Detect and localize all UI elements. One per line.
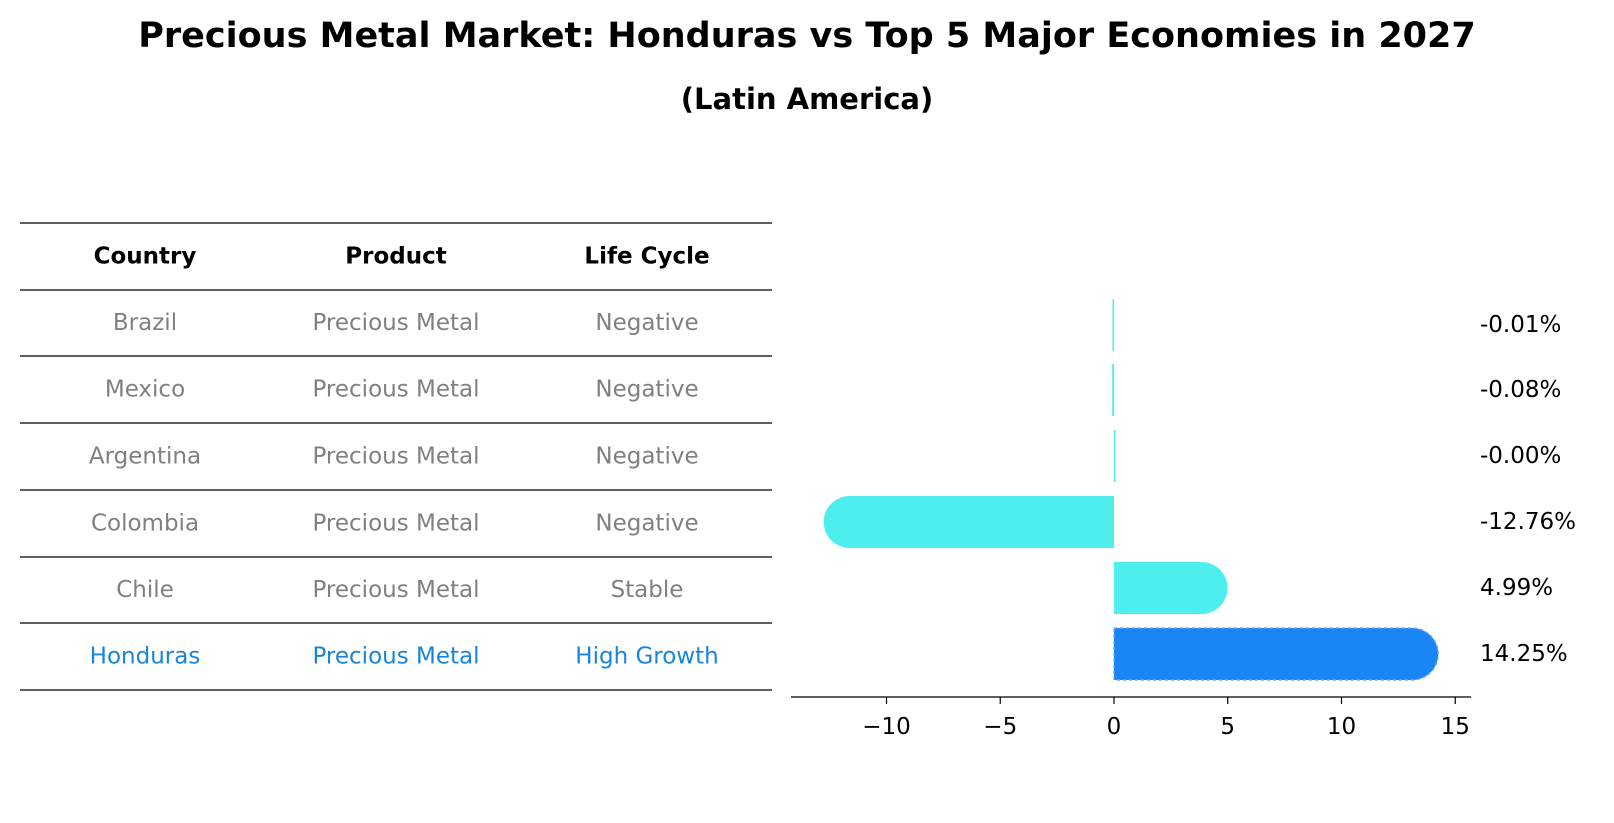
- bar-honduras: [1113, 627, 1439, 681]
- cell-product: Precious Metal: [312, 511, 479, 537]
- bar-mexico: [1112, 364, 1114, 416]
- cell-life-cycle: High Growth: [575, 644, 718, 670]
- cell-life-cycle: Negative: [595, 377, 698, 403]
- cell-life-cycle: Negative: [595, 444, 698, 470]
- header-life-cycle: Life Cycle: [584, 244, 709, 270]
- value-label: 4.99%: [1480, 575, 1553, 601]
- x-tick-label: 0: [1107, 714, 1122, 740]
- cell-country: Colombia: [91, 511, 199, 537]
- cell-country: Brazil: [113, 310, 177, 336]
- cell-product: Precious Metal: [312, 377, 479, 403]
- value-label: -0.00%: [1480, 443, 1561, 469]
- value-label: -12.76%: [1480, 509, 1576, 535]
- bar-chart: -0.01% -0.08% -0.00% -12.76% 4.99% 14.25% −10 −…: [790, 299, 1576, 740]
- cell-country: Argentina: [89, 444, 201, 470]
- bar-brazil: [1112, 299, 1114, 351]
- bar-colombia: [823, 496, 1114, 548]
- cell-country: Chile: [116, 577, 174, 603]
- cell-product: Precious Metal: [312, 644, 479, 670]
- x-tick-label: −10: [862, 714, 911, 740]
- bar-argentina: [1114, 430, 1116, 482]
- cell-life-cycle: Stable: [611, 577, 684, 603]
- cell-life-cycle: Negative: [595, 511, 698, 537]
- header-product: Product: [345, 244, 446, 270]
- cell-product: Precious Metal: [312, 310, 479, 336]
- value-label: -0.01%: [1480, 312, 1561, 338]
- cell-life-cycle: Negative: [595, 310, 698, 336]
- cell-product: Precious Metal: [312, 444, 479, 470]
- cell-country: Mexico: [105, 377, 185, 403]
- x-tick-label: −5: [983, 714, 1017, 740]
- x-tick-label: 5: [1220, 714, 1235, 740]
- chart-title: Precious Metal Market: Honduras vs Top 5…: [138, 16, 1476, 56]
- header-country: Country: [94, 244, 197, 270]
- cell-product: Precious Metal: [312, 577, 479, 603]
- chart-subtitle: (Latin America): [680, 82, 934, 116]
- x-tick-label: 15: [1441, 714, 1470, 740]
- x-tick-label: 10: [1327, 714, 1356, 740]
- value-label: 14.25%: [1480, 641, 1568, 667]
- bar-chile: [1114, 562, 1228, 614]
- data-table: Country Product Life Cycle Brazil Precious M…: [20, 222, 772, 691]
- value-label: -0.08%: [1480, 377, 1561, 403]
- cell-country: Honduras: [90, 644, 201, 670]
